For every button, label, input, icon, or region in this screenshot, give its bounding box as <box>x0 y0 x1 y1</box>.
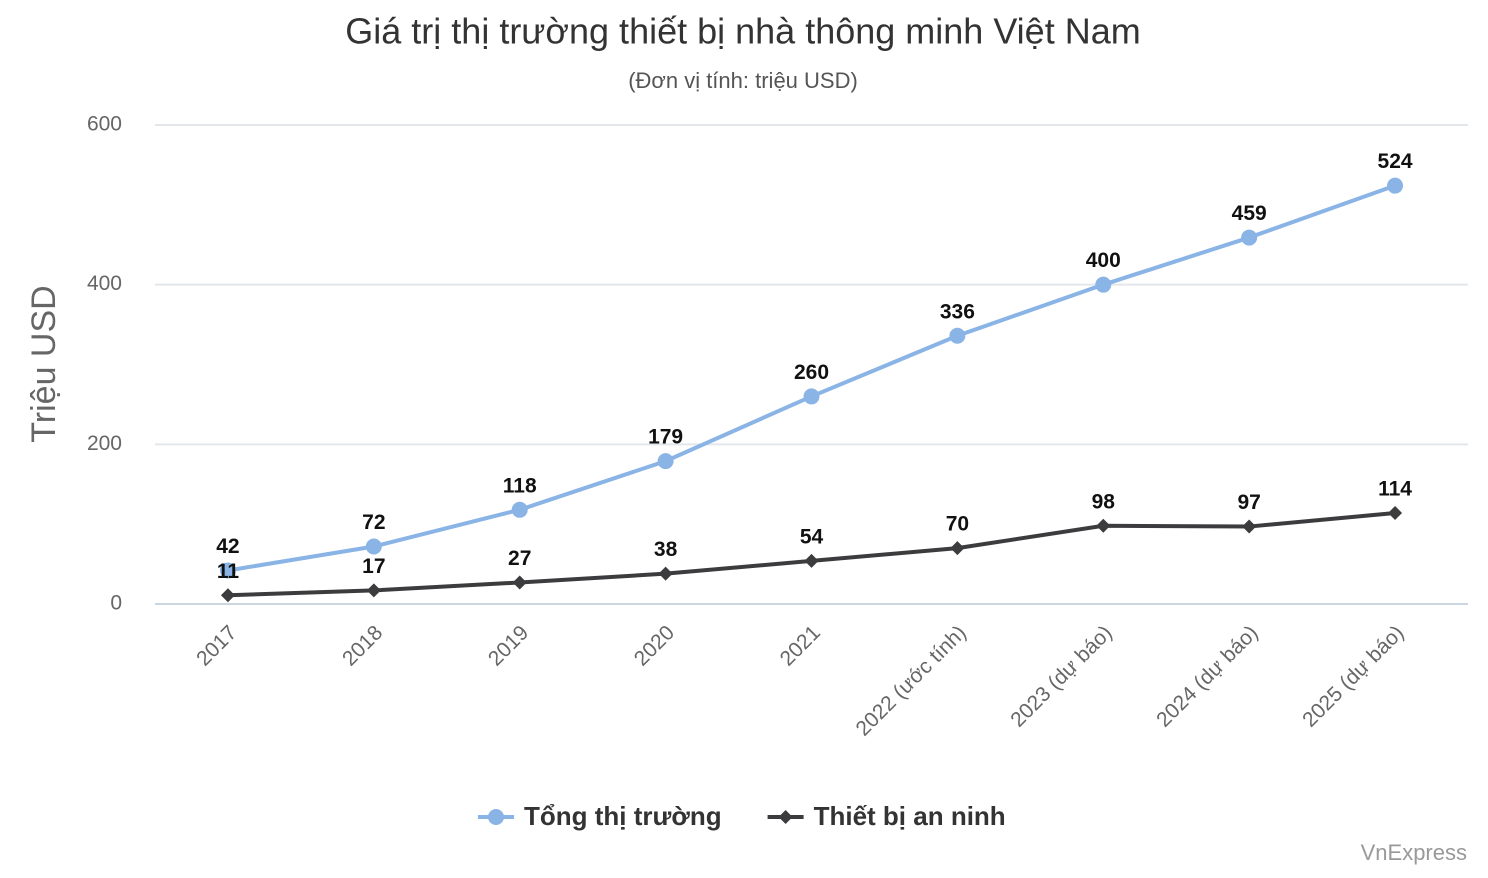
y-tick-label: 600 <box>87 113 122 136</box>
data-label: 336 <box>940 300 975 323</box>
x-tick-label: 2017 <box>192 621 241 670</box>
y-tick-label: 400 <box>87 272 122 295</box>
chart-subtitle: (Đơn vị tính: triệu USD) <box>628 68 858 93</box>
data-label: 70 <box>946 513 969 536</box>
point <box>488 809 504 825</box>
point <box>803 388 820 405</box>
point <box>1388 505 1403 520</box>
y-tick-label: 0 <box>110 592 122 615</box>
data-label: 524 <box>1378 150 1413 173</box>
data-label: 11 <box>217 560 240 583</box>
legend-label: Tổng thị trường <box>524 801 722 831</box>
legend-label: Thiết bị an ninh <box>814 801 1006 831</box>
point <box>220 588 235 603</box>
point <box>778 810 793 824</box>
chart-title: Giá trị thị trường thiết bị nhà thông mi… <box>345 11 1140 52</box>
point <box>658 566 673 581</box>
y-tick-label: 200 <box>87 432 122 455</box>
point <box>657 453 674 470</box>
point <box>1095 276 1112 293</box>
data-label: 459 <box>1232 202 1267 225</box>
x-tick-label: 2018 <box>338 621 387 670</box>
data-label: 42 <box>216 535 239 558</box>
data-label: 72 <box>362 511 385 534</box>
x-tick-label: 2025 (dự báo) <box>1298 621 1408 731</box>
data-label: 97 <box>1237 491 1260 514</box>
point <box>512 575 527 590</box>
point <box>950 541 965 556</box>
data-label: 114 <box>1378 478 1412 501</box>
data-label: 400 <box>1086 249 1121 272</box>
point <box>1241 229 1258 246</box>
x-tick-label: 2020 <box>630 621 679 670</box>
x-tick-label: 2021 <box>776 621 825 670</box>
data-label: 260 <box>794 361 829 384</box>
x-tick-label: 2022 (ước tính) <box>852 621 971 740</box>
data-label: 98 <box>1092 490 1116 513</box>
x-tick-label: 2024 (dự báo) <box>1152 621 1262 731</box>
y-axis-label: Triệu USD <box>25 285 63 442</box>
point <box>1242 519 1257 534</box>
point <box>511 501 528 518</box>
point <box>1387 177 1404 194</box>
point <box>949 327 966 344</box>
data-label: 17 <box>362 555 385 578</box>
point <box>366 583 381 598</box>
source: VnExpress <box>1361 840 1467 865</box>
point <box>219 562 236 579</box>
x-tick-label: 2023 (dự báo) <box>1006 621 1116 731</box>
data-label: 38 <box>654 538 678 561</box>
data-label: 27 <box>508 547 531 570</box>
point <box>804 553 819 568</box>
point <box>1096 518 1111 533</box>
data-label: 179 <box>648 426 683 449</box>
x-tick-label: 2019 <box>484 621 533 670</box>
point <box>365 538 382 555</box>
data-label: 54 <box>800 525 824 548</box>
data-label: 118 <box>503 474 537 497</box>
